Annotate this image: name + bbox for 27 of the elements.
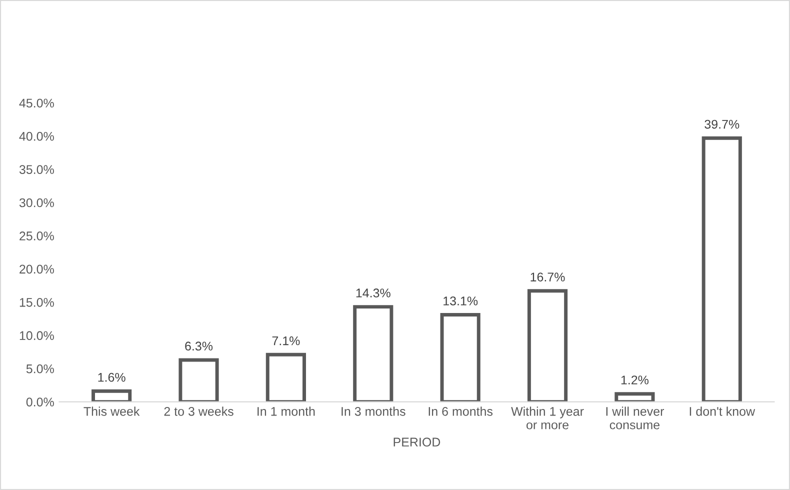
data-label: 14.3% <box>356 288 390 298</box>
x-tick-label: 2 to 3 weeks <box>164 406 234 416</box>
data-label: 6.3% <box>185 342 213 351</box>
data-label: 7.1% <box>272 336 300 346</box>
y-tick-label: 45.0% <box>19 98 54 108</box>
data-label: 1.6% <box>98 372 126 382</box>
data-label: 16.7% <box>530 272 565 282</box>
x-tick-label: In 1 month <box>258 406 315 416</box>
y-tick-label: 40.0% <box>19 132 54 141</box>
x-tick-label: Within 1 year or more <box>511 406 584 430</box>
y-tick-label: 5.0% <box>26 364 54 374</box>
x-tick-label: This week <box>84 406 140 416</box>
y-tick-label: 20.0% <box>20 264 54 274</box>
y-tick-label: 10.0% <box>20 331 54 340</box>
data-label: 1.2% <box>621 376 648 384</box>
y-tick-label: 15.0% <box>20 298 54 307</box>
x-tick-label: In 3 months <box>342 406 406 416</box>
y-tick-label: 35.0% <box>19 165 54 174</box>
x-tick-label: I will never consume <box>606 406 664 430</box>
y-tick-label: 25.0% <box>20 232 54 240</box>
x-axis-title: PERIOD <box>394 438 440 447</box>
data-label: 13.1% <box>444 296 478 306</box>
y-tick-label: 30.0% <box>19 198 54 208</box>
x-tick-label: I don't know <box>690 406 756 416</box>
x-tick-label: In 6 months <box>428 406 493 416</box>
data-label: 39.7% <box>704 120 740 129</box>
y-tick-label: 0.0% <box>26 398 54 406</box>
